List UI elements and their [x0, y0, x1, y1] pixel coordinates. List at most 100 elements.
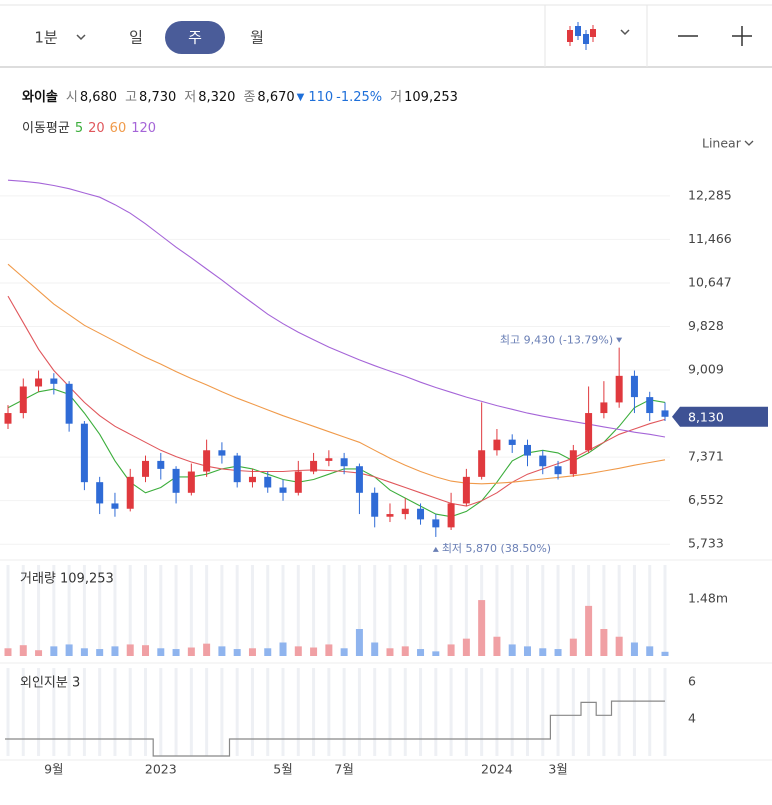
volume-bar: [539, 648, 547, 656]
candle-body: [264, 476, 272, 488]
tab-selected-bg[interactable]: [165, 21, 225, 54]
field-value: 8,730: [139, 90, 176, 105]
min-annotation: 최저 5,870 (38.50%): [442, 542, 551, 555]
dropdown-icon[interactable]: [76, 34, 86, 41]
candle-body: [600, 402, 608, 414]
volume-bar: [600, 629, 608, 656]
min-marker: [432, 546, 439, 552]
x-tick-label: 7월: [334, 762, 353, 777]
candle-body: [126, 476, 134, 509]
candle-body: [35, 378, 43, 387]
current-price-badge: [672, 406, 768, 427]
tab[interactable]: 월: [250, 29, 264, 47]
y-tick-label: 12,285: [688, 187, 732, 202]
candle-body: [50, 378, 58, 384]
tab-selected[interactable]: 주: [188, 29, 202, 47]
field-label: 고: [125, 90, 137, 105]
ma-legend: 이동평균 5 20 60 120: [22, 121, 156, 136]
volume-bar: [508, 644, 516, 656]
candle-body: [279, 487, 287, 493]
y-tick-label: 7,371: [688, 449, 724, 464]
x-tick-label: 2024: [481, 762, 513, 777]
candle-body: [401, 508, 409, 515]
candle-body: [80, 423, 88, 483]
field-label: 시: [66, 90, 78, 105]
field-value: 8,680: [80, 90, 117, 105]
volume-bar: [661, 651, 669, 656]
volume-bar: [279, 642, 287, 656]
y-tick-label: 6: [688, 674, 696, 689]
candle-body: [218, 450, 226, 456]
legend-title: 이동평균: [22, 121, 70, 136]
tab[interactable]: 일: [129, 29, 143, 47]
candle-body: [248, 476, 256, 483]
candle-body: [325, 458, 333, 461]
candle-body: [615, 375, 623, 403]
volume-bar: [478, 600, 486, 656]
volume-bar: [126, 644, 134, 656]
tab[interactable]: 1분: [34, 29, 58, 47]
candle-body: [523, 444, 531, 456]
volume-bar: [554, 649, 562, 656]
candle-body: [630, 375, 638, 398]
candle-body: [661, 410, 669, 417]
dropdown-icon[interactable]: [620, 29, 630, 36]
volume-bar: [646, 646, 654, 656]
y-tick-label: 4: [688, 711, 696, 726]
candle-body: [111, 503, 119, 509]
y-tick-label: 1.48m: [688, 590, 728, 605]
candle-body: [4, 413, 12, 424]
candle-body: [172, 468, 180, 493]
volume-bar: [325, 644, 333, 656]
y-tick-label: 9,009: [688, 362, 724, 377]
candle-body: [310, 460, 318, 472]
volume-bar: [462, 638, 470, 656]
field-label: 종: [243, 90, 255, 105]
candle-body: [554, 466, 562, 475]
candle-body: [19, 386, 27, 414]
stock-name: 와이솔: [22, 89, 58, 105]
volume-bar: [4, 648, 12, 656]
volume-bar: [172, 649, 180, 656]
candle-body: [340, 458, 348, 467]
candle-body: [233, 455, 241, 483]
zoom-in[interactable]: [732, 26, 752, 46]
scale-selector[interactable]: Linear: [702, 136, 742, 151]
volume-bar: [187, 647, 195, 656]
candle-body: [142, 460, 150, 477]
candle-body: [187, 471, 195, 493]
candle-body: [371, 492, 379, 517]
candle-body: [65, 383, 73, 424]
volume-bar: [218, 646, 226, 656]
candle-body: [539, 455, 547, 467]
volume-bar: [294, 646, 302, 656]
legend-entry: 60: [110, 121, 127, 136]
volume-bar: [203, 643, 211, 656]
max-marker: [616, 337, 623, 343]
candle-body: [646, 397, 654, 414]
change-icon: ▼: [297, 92, 305, 103]
volume-bar: [401, 646, 409, 656]
candle-body: [569, 450, 577, 475]
candle-body: [508, 439, 516, 445]
chart-type-icon[interactable]: [567, 22, 596, 50]
volume-bar: [96, 649, 104, 656]
legend-entry: 5: [75, 121, 83, 136]
volume-bar: [417, 649, 425, 656]
candle-body: [96, 482, 104, 504]
field-value: 8,320: [198, 90, 235, 105]
candle-body: [493, 439, 501, 451]
x-tick-label: 9월: [44, 762, 63, 777]
volume-bar: [35, 650, 43, 656]
dropdown-icon[interactable]: [744, 140, 754, 146]
volume-bar: [111, 646, 119, 656]
candle-body: [355, 466, 363, 493]
ma-line: [7, 263, 666, 485]
candle-body: [386, 514, 394, 517]
x-tick-label: 2023: [145, 762, 177, 777]
x-tick-label: 5월: [273, 762, 292, 777]
candle-body: [294, 471, 302, 493]
volume-bar: [65, 644, 73, 656]
